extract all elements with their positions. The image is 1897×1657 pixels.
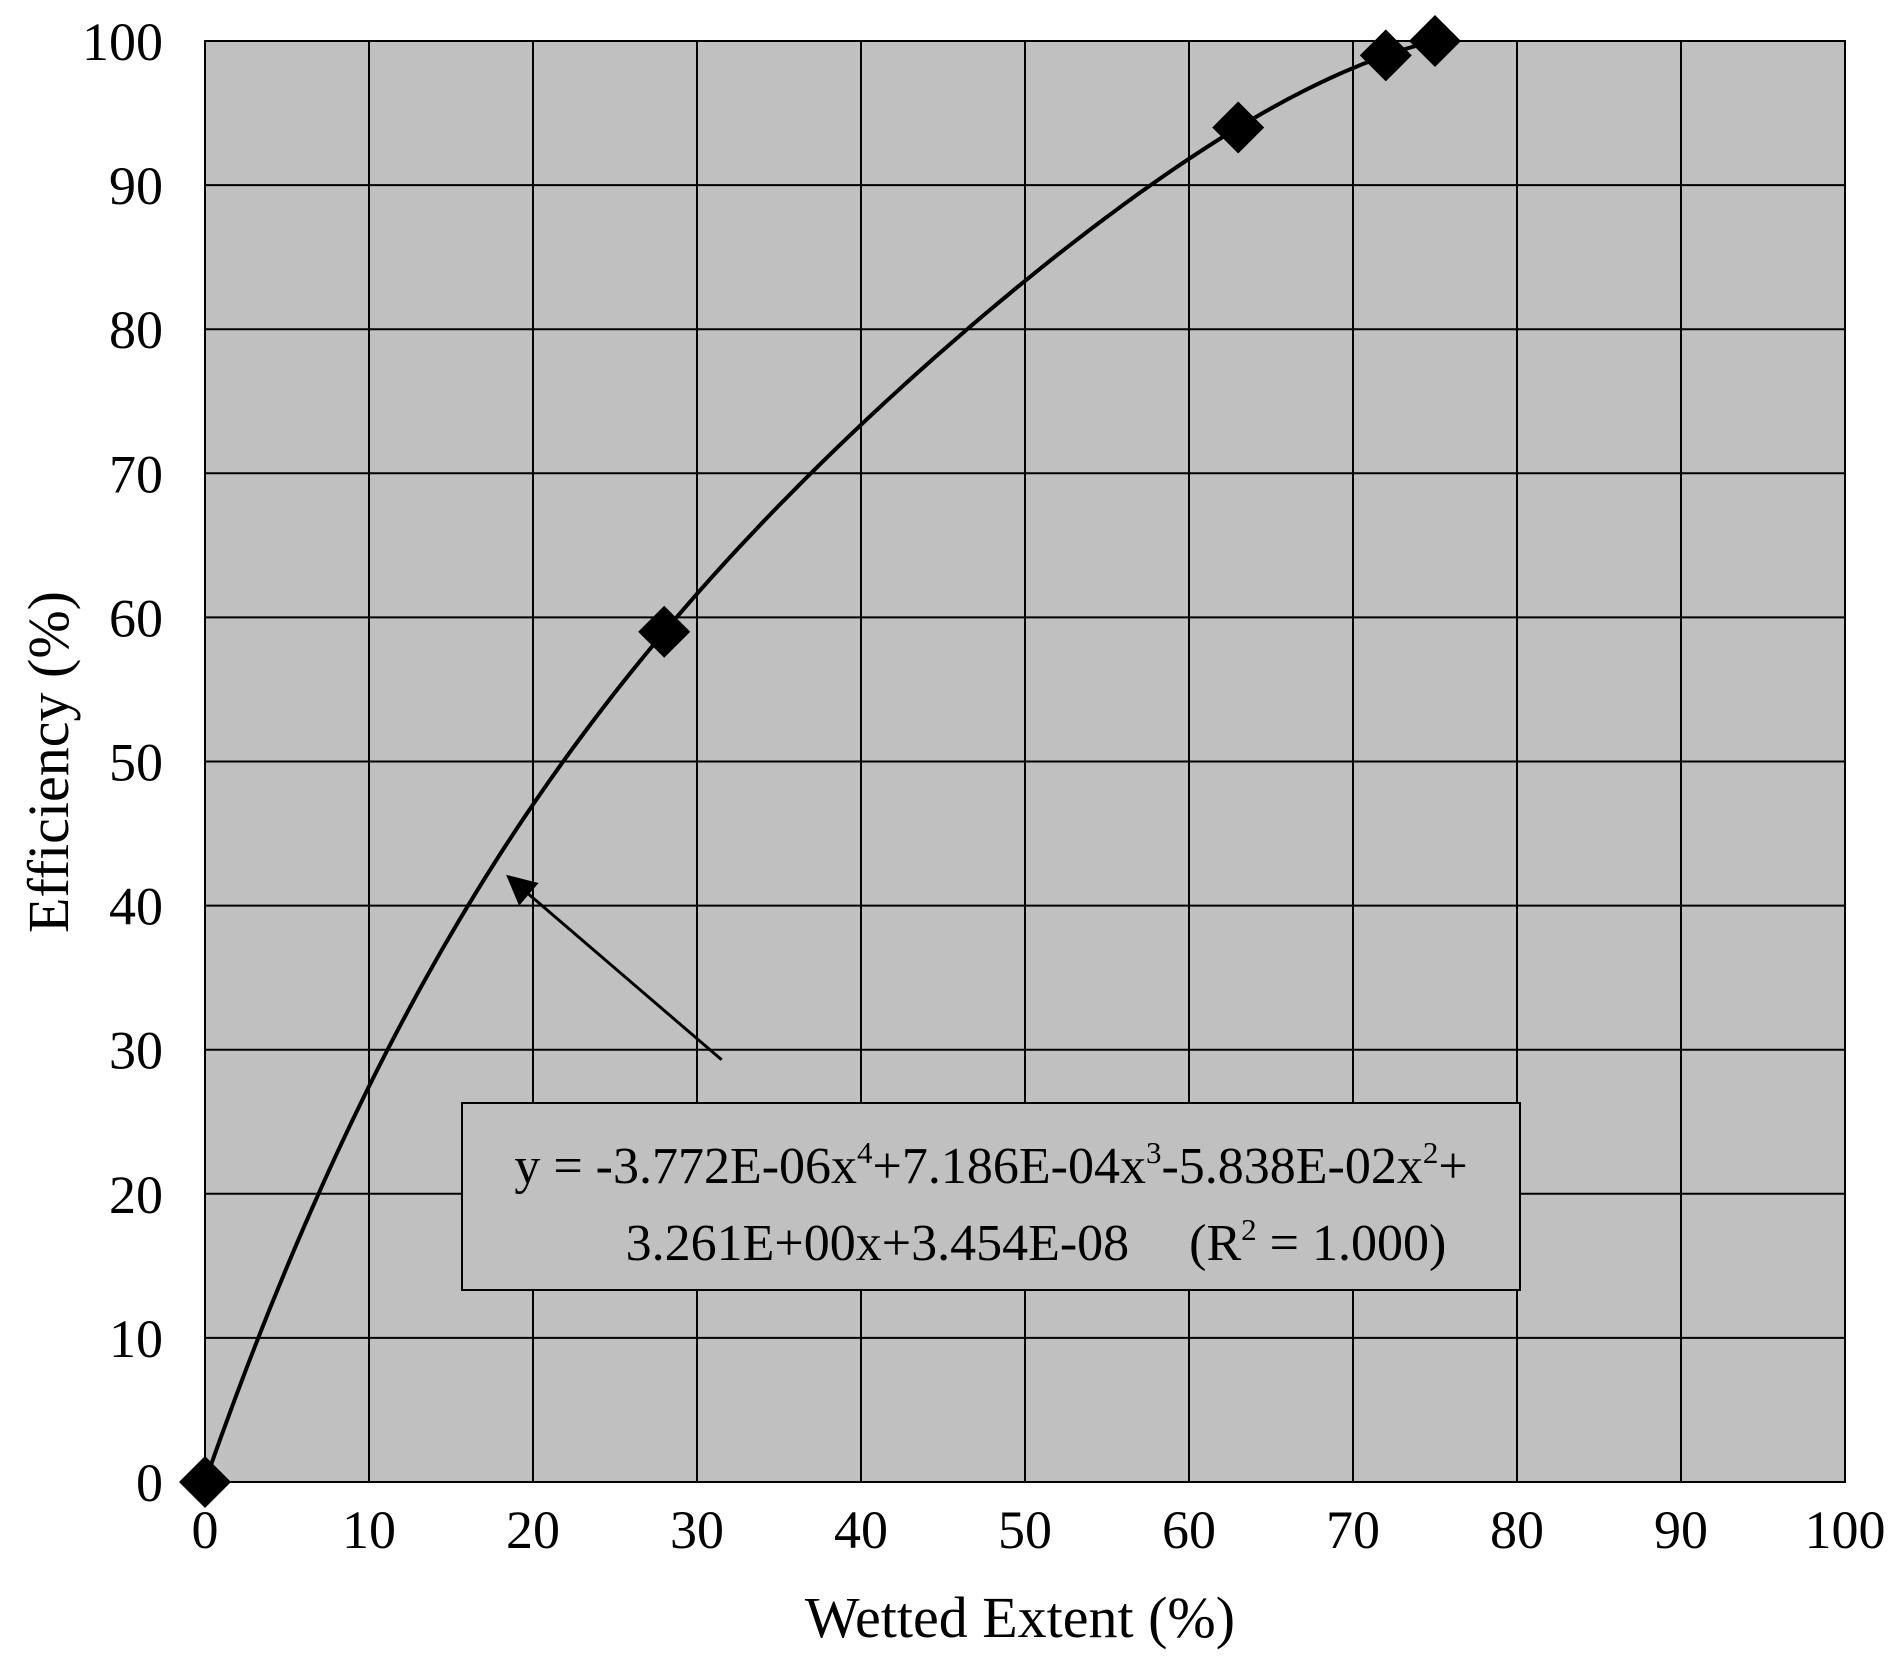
y-tick-label: 10 [109, 1309, 163, 1369]
data-point-marker [1409, 15, 1461, 67]
equation-exponent: 2 [1423, 1135, 1439, 1170]
equation-term: +7.186E-04x [873, 1138, 1146, 1195]
x-tick-labels: 0 10 20 30 40 50 60 70 80 90 100 [192, 1500, 1886, 1560]
y-tick-label: 0 [136, 1453, 163, 1513]
data-point-marker [179, 1456, 231, 1508]
x-tick-label: 20 [506, 1500, 560, 1560]
equation-line-2: 3.261E+00x+3.454E-08 (R2 = 1.000) [626, 1212, 1447, 1272]
x-tick-label: 50 [998, 1500, 1052, 1560]
y-tick-label: 60 [109, 588, 163, 648]
annotation-arrow [506, 874, 723, 1061]
equation-term: + [1438, 1138, 1467, 1195]
x-axis-label: Wetted Extent (%) [805, 1585, 1235, 1650]
x-tick-label: 10 [342, 1500, 396, 1560]
y-tick-label: 80 [109, 300, 163, 360]
equation-term: 3.261E+00x+3.454E-08 [626, 1215, 1130, 1272]
y-tick-label: 20 [109, 1165, 163, 1225]
x-tick-label: 60 [1162, 1500, 1216, 1560]
y-tick-label: 30 [109, 1021, 163, 1081]
data-point-marker [638, 605, 691, 658]
y-tick-label: 40 [109, 877, 163, 937]
y-tick-labels: 0 10 20 30 40 50 60 70 80 90 100 [82, 12, 163, 1513]
data-points [179, 15, 1461, 1508]
y-tick-label: 70 [109, 444, 163, 504]
equation-term: -5.838E-02x [1161, 1138, 1422, 1195]
equation-term: y = -3.772E-06x [514, 1138, 857, 1195]
x-tick-label: 90 [1654, 1500, 1708, 1560]
equation-exponent: 4 [857, 1135, 873, 1170]
equation-exponent: 3 [1146, 1135, 1162, 1170]
equation-box: y = -3.772E-06x4+7.186E-04x3-5.838E-02x2… [461, 1102, 1521, 1291]
x-tick-label: 70 [1326, 1500, 1380, 1560]
x-tick-label: 30 [670, 1500, 724, 1560]
y-tick-label: 50 [109, 733, 163, 793]
y-tick-label: 90 [109, 156, 163, 216]
x-tick-label: 40 [834, 1500, 888, 1560]
r-squared-value: = 1.000) [1257, 1215, 1447, 1272]
y-axis-label: Efficiency (%) [16, 591, 81, 933]
r-squared-label: (R [1189, 1215, 1241, 1272]
x-tick-label: 100 [1805, 1500, 1886, 1560]
data-point-marker [1359, 29, 1412, 82]
y-tick-label: 100 [82, 12, 163, 72]
x-tick-label: 80 [1490, 1500, 1544, 1560]
r-squared-exponent: 2 [1241, 1212, 1257, 1247]
x-tick-label: 0 [192, 1500, 219, 1560]
equation-line-1: y = -3.772E-06x4+7.186E-04x3-5.838E-02x2… [514, 1135, 1467, 1195]
data-point-marker [1212, 101, 1265, 154]
